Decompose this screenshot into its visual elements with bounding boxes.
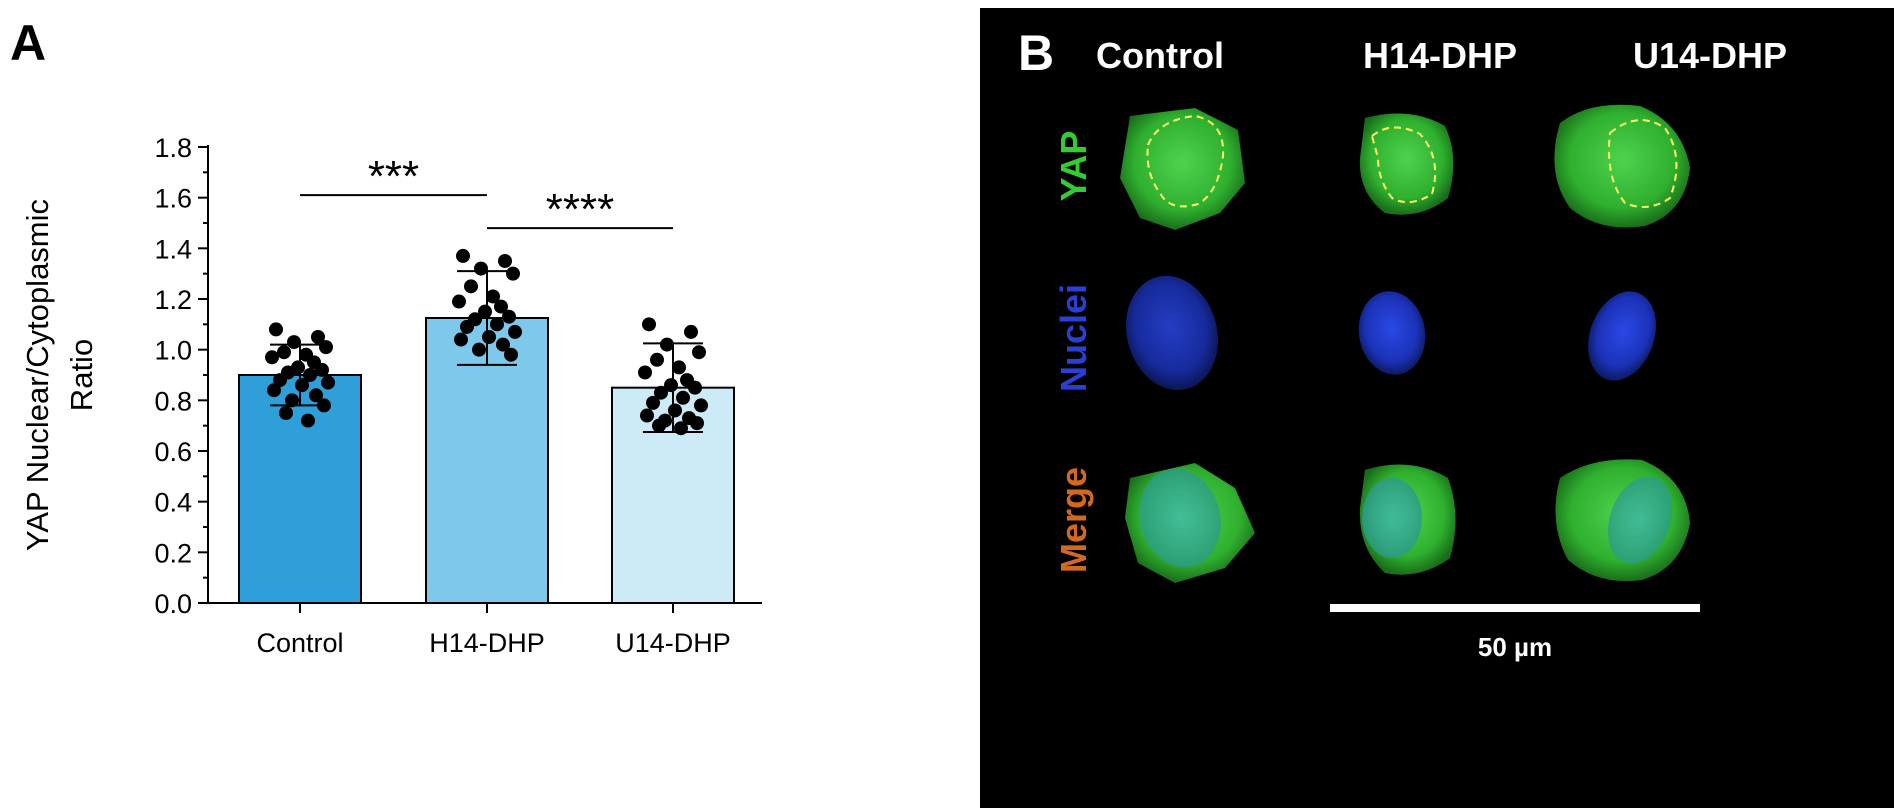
data-point: [506, 266, 520, 281]
data-point: [464, 279, 478, 294]
merge-cell-u14: [1555, 459, 1690, 582]
x-tick-label: Control: [256, 628, 343, 658]
data-point: [638, 365, 652, 380]
y-tick-label: 0.6: [154, 437, 192, 467]
panel-a-label: A: [10, 15, 46, 71]
data-point: [478, 304, 492, 319]
data-point: [277, 345, 291, 360]
y-tick-label: 0.2: [154, 538, 192, 568]
data-point: [311, 330, 325, 344]
row-label-nuclei: Nuclei: [1053, 284, 1094, 392]
data-point: [684, 324, 698, 339]
yap-cell-h14: [1359, 113, 1454, 215]
y-tick-label: 1.0: [154, 336, 192, 366]
row-label-merge: Merge: [1053, 467, 1094, 573]
data-point: [508, 324, 522, 339]
panel-b-label: B: [1018, 25, 1054, 81]
column-label-h14: H14-DHP: [1363, 35, 1517, 76]
data-point: [267, 383, 281, 398]
data-point: [504, 347, 518, 362]
data-point: [494, 299, 508, 314]
y-tick-label: 1.4: [154, 234, 192, 264]
y-tick-label: 1.6: [154, 184, 192, 214]
merge-cell-h14: [1359, 464, 1456, 575]
data-point: [301, 413, 315, 428]
data-point: [273, 373, 287, 388]
y-tick-label: 1.8: [154, 133, 192, 163]
column-label-u14: U14-DHP: [1633, 35, 1787, 76]
data-point: [269, 322, 283, 337]
data-point: [640, 408, 654, 423]
merge-cell-control: [1125, 463, 1255, 583]
data-point: [452, 294, 466, 309]
significance-label: ***: [368, 152, 419, 201]
data-point: [279, 406, 293, 420]
y-tick-label: 0.4: [154, 488, 192, 518]
data-point: [654, 385, 668, 400]
data-point: [646, 395, 660, 410]
data-point: [456, 248, 470, 263]
data-point: [472, 342, 486, 357]
microscopy-panel: B Control H14-DHP U14-DHP YAP Nuclei Mer…: [980, 8, 1894, 808]
significance-label: ****: [546, 185, 615, 234]
data-point: [287, 335, 301, 350]
x-tick-label: H14-DHP: [429, 628, 545, 658]
data-point: [672, 360, 686, 375]
data-point: [652, 418, 666, 433]
data-point: [502, 309, 516, 324]
data-point: [498, 254, 512, 268]
nucleus-u14: [1588, 291, 1656, 381]
nucleus-control: [1126, 275, 1218, 391]
data-point: [265, 350, 279, 365]
y-tick-label: 1.2: [154, 285, 192, 315]
y-axis-label-line1: YAP Nuclear/Cytoplasmic: [20, 199, 55, 551]
yap-cell-u14: [1554, 104, 1690, 228]
data-point: [309, 388, 323, 403]
data-point: [285, 393, 299, 408]
y-axis-label-line2: Ratio: [64, 339, 99, 411]
data-point: [474, 261, 488, 276]
data-point: [694, 398, 708, 413]
chart-a: A YAP Nuclear/Cytoplasmic Ratio 0.0 0.2 0.…: [10, 15, 762, 658]
data-point: [295, 378, 309, 393]
data-point: [496, 337, 510, 352]
data-point: [317, 398, 331, 413]
data-point: [303, 368, 317, 382]
y-tick-label: 0.8: [154, 386, 192, 416]
column-label-control: Control: [1096, 35, 1224, 76]
data-point: [690, 416, 704, 431]
data-point: [668, 403, 682, 418]
scale-bar-label: 50 µm: [1478, 632, 1552, 662]
data-point: [674, 421, 688, 436]
data-point: [490, 317, 504, 332]
y-tick-label: 0.0: [154, 589, 192, 619]
bar-0: [238, 374, 362, 604]
data-point: [486, 289, 500, 304]
data-point: [676, 390, 690, 405]
nucleus-h14: [1358, 291, 1426, 375]
data-point: [454, 332, 468, 347]
data-point: [688, 380, 702, 395]
data-point: [321, 375, 335, 390]
data-point: [460, 319, 474, 334]
x-tick-label: U14-DHP: [615, 628, 731, 658]
data-point: [482, 330, 496, 344]
data-point: [315, 362, 329, 377]
data-point: [660, 337, 674, 352]
data-point: [642, 317, 656, 332]
microscopy-svg: B Control H14-DHP U14-DHP YAP Nuclei Mer…: [1018, 25, 1787, 662]
data-point: [650, 352, 664, 367]
row-label-yap: YAP: [1053, 131, 1094, 202]
data-point: [664, 378, 678, 393]
yap-cell-control: [1120, 108, 1245, 230]
data-point: [692, 345, 706, 360]
data-point: [319, 340, 333, 355]
